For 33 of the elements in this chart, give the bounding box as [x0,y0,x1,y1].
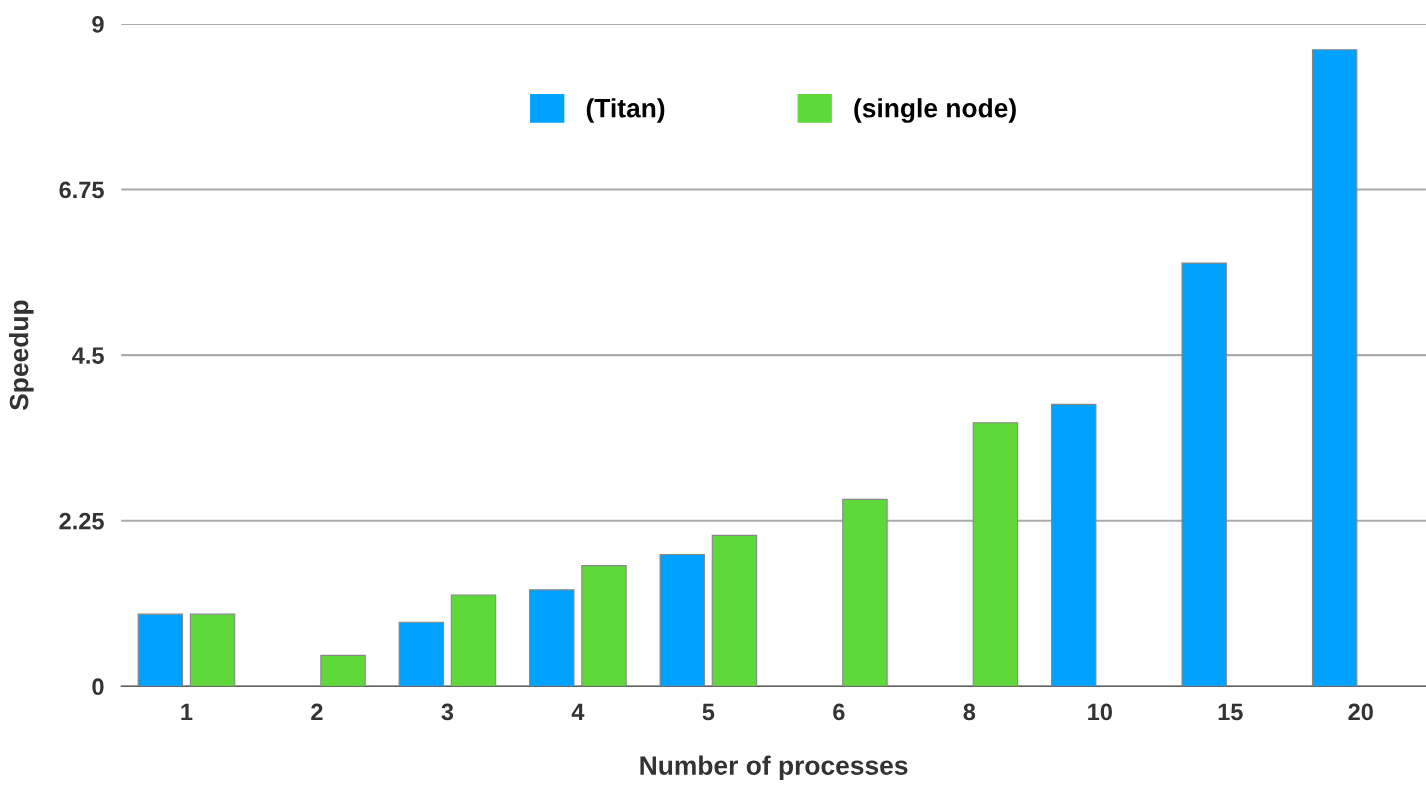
x-axis-title: Number of processes [640,755,908,781]
y-tick-label: 6.75 [59,181,104,199]
y-axis-title: Speedup [8,300,34,411]
x-tick-label: 15 [1218,703,1243,721]
bar [320,654,366,687]
bar [1311,49,1358,687]
x-tick-label: 4 [571,703,585,721]
x-tick-label: 6 [833,703,845,721]
bar [1050,403,1097,687]
x-tick-label: 5 [702,703,715,721]
bar [659,553,706,687]
bar [137,613,184,687]
bar [398,621,445,687]
bar [189,613,236,687]
bar [450,594,497,687]
bar [972,422,1019,687]
legend-label: (single node) [854,98,1016,123]
bar [529,589,575,687]
x-tick-label: 20 [1348,703,1373,721]
bar [581,565,627,687]
bar [842,498,888,687]
legend-label: (Titan) [586,98,665,123]
x-tick-label: 1 [181,703,193,721]
y-tick-label: 0 [92,678,104,696]
y-tick-label: 9 [92,16,104,33]
bar [711,534,758,687]
x-tick-label: 10 [1088,703,1112,721]
y-tick-label: 4.5 [72,347,104,364]
y-tick-label: 2.25 [59,512,104,530]
x-tick-label: 3 [441,703,454,721]
bar [1181,262,1227,687]
x-tick-label: 8 [963,703,976,721]
x-tick-label: 2 [311,703,323,721]
